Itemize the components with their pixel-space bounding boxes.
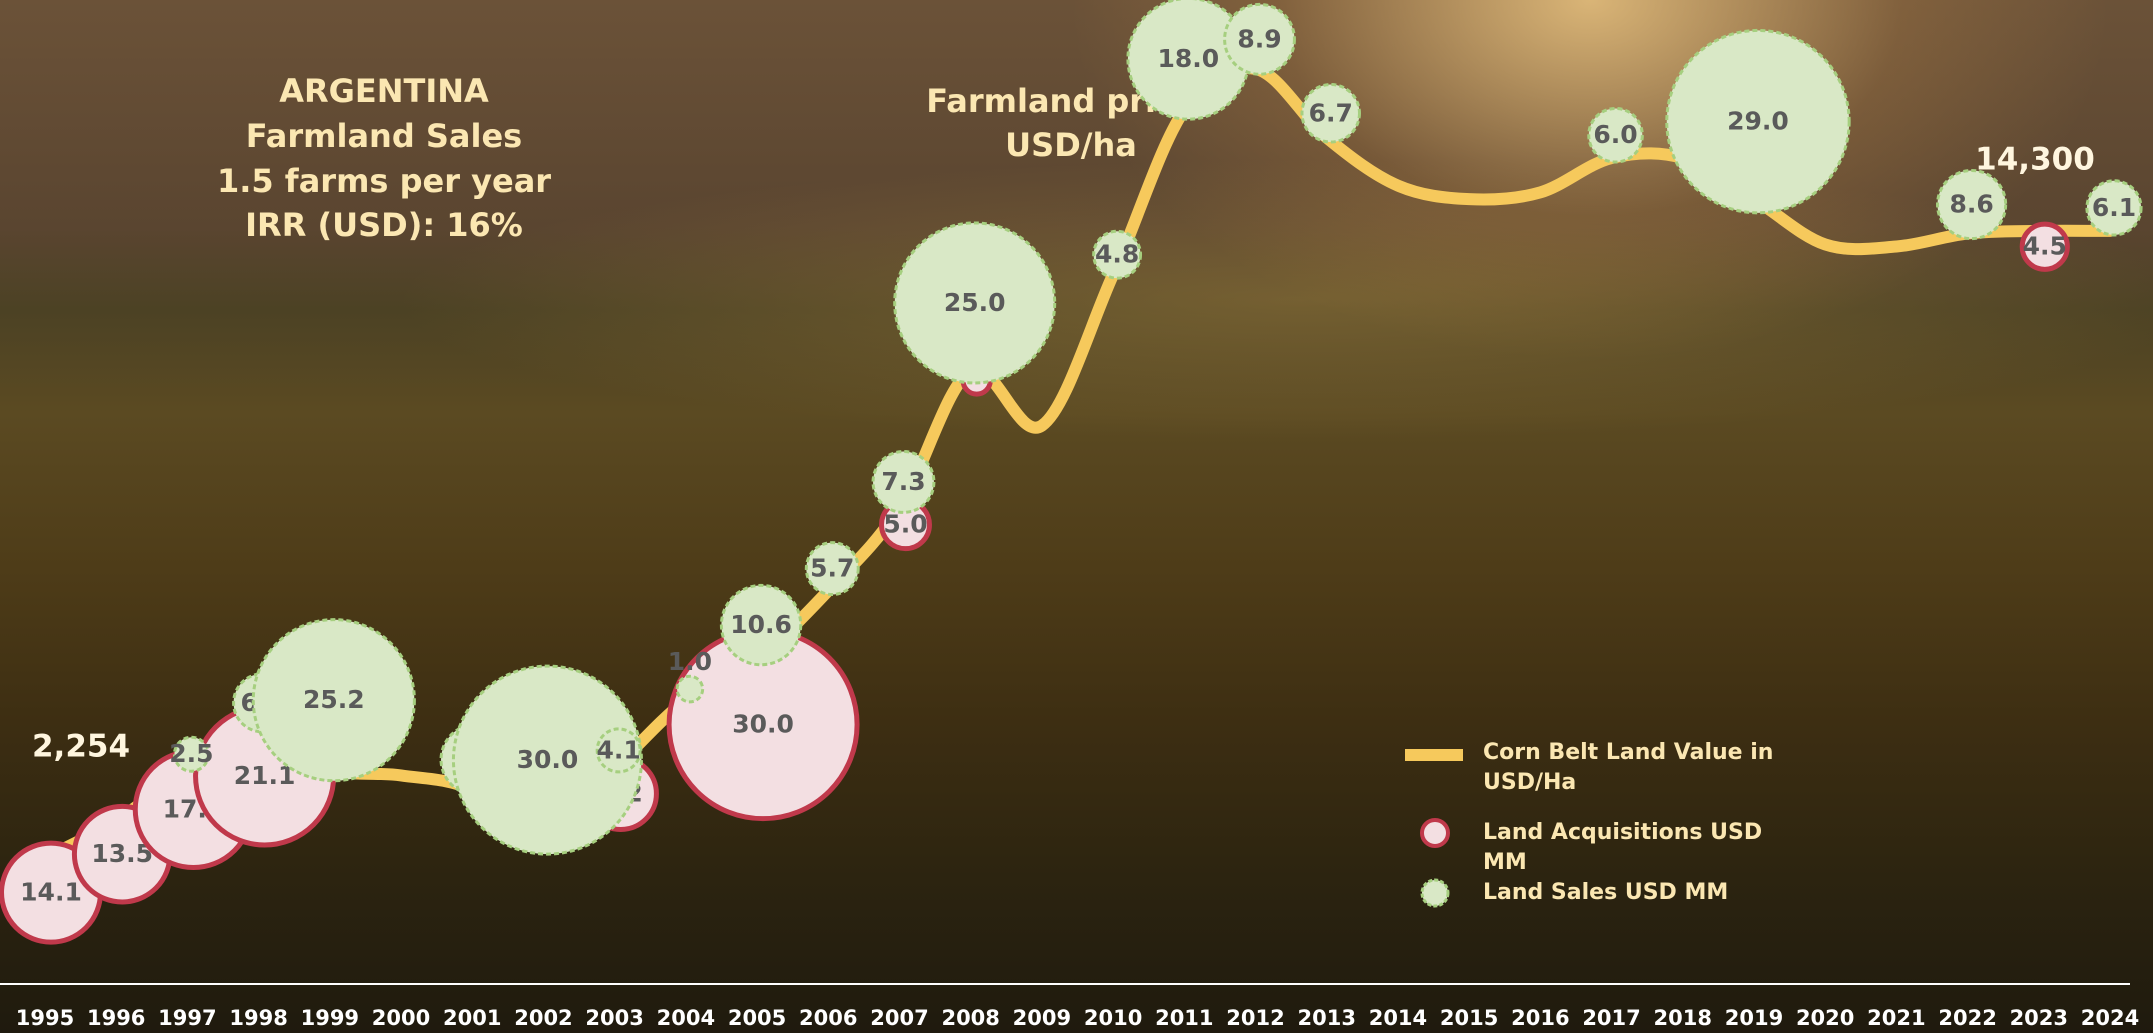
legend-label: Land Acquisitions USD MM	[1483, 818, 1783, 878]
x-tick-label: 2015	[1440, 1006, 1498, 1030]
value-label: 14,300	[1975, 141, 2095, 177]
x-tick-label: 2009	[1013, 1006, 1071, 1030]
x-tick-label: 1997	[158, 1006, 216, 1030]
bubble	[677, 676, 703, 702]
x-tick-label: 1995	[16, 1006, 74, 1030]
bubble-label: 25.0	[944, 288, 1006, 317]
legend-label: Land Sales USD MM	[1483, 878, 1783, 908]
x-tick-label: 2003	[585, 1006, 643, 1030]
bubble-label: 4.5	[2023, 232, 2067, 261]
x-tick-label: 1996	[87, 1006, 145, 1030]
annotation: Farmland Sales	[246, 117, 522, 155]
chart: ARGENTINA Farmland Sales 1.5 farms per y…	[0, 0, 2153, 1033]
x-tick-label: 2020	[1796, 1006, 1854, 1030]
x-tick-label: 2004	[657, 1006, 715, 1030]
annotation: IRR (USD): 16%	[245, 206, 523, 244]
x-tick-label: 2019	[1725, 1006, 1783, 1030]
bubble-label: 6.1	[2092, 193, 2136, 222]
x-tick-label: 2013	[1297, 1006, 1355, 1030]
x-tick-label: 2014	[1369, 1006, 1427, 1030]
bubble-label: 1.0	[668, 647, 712, 676]
chart-canvas: ARGENTINA Farmland Sales 1.5 farms per y…	[0, 0, 2153, 1033]
x-tick-label: 2006	[799, 1006, 857, 1030]
x-tick-label: 2002	[514, 1006, 572, 1030]
x-tick-label: 2000	[372, 1006, 430, 1030]
x-tick-label: 1998	[229, 1006, 287, 1030]
x-tick-label: 2011	[1155, 1006, 1213, 1030]
bubble-label: 2.5	[169, 739, 213, 768]
x-tick-label: 2010	[1084, 1006, 1142, 1030]
legend-swatch	[1422, 820, 1448, 846]
value-label: 2,254	[32, 729, 130, 765]
legend-label: Corn Belt Land Value in USD/Ha	[1483, 738, 1783, 798]
x-tick-label: 2008	[941, 1006, 999, 1030]
bubble-label: 5.0	[883, 510, 927, 539]
x-tick-label: 2022	[1938, 1006, 1996, 1030]
x-tick-label: 2007	[870, 1006, 928, 1030]
bubble-label: 18.0	[1157, 44, 1219, 73]
x-tick-label: 2017	[1582, 1006, 1640, 1030]
x-tick-label: 2021	[1867, 1006, 1925, 1030]
x-tick-label: 2024	[2081, 1006, 2139, 1030]
annotation: ARGENTINA	[279, 72, 489, 110]
bubble-label: 30.0	[732, 710, 794, 739]
bubble-label: 5.7	[810, 554, 854, 583]
x-tick-label: 1999	[301, 1006, 359, 1030]
x-tick-label: 2005	[728, 1006, 786, 1030]
bubble-label: 8.6	[1949, 190, 1993, 219]
x-tick-label: 2018	[1654, 1006, 1712, 1030]
bubble-label: 10.6	[730, 610, 792, 639]
x-tick-label: 2001	[443, 1006, 501, 1030]
x-tick-label: 2023	[2010, 1006, 2068, 1030]
x-tick-label: 2016	[1511, 1006, 1569, 1030]
bubble-label: 6.0	[1593, 120, 1637, 149]
bubble-label: 8.9	[1237, 24, 1281, 53]
bubble-label: 14.1	[20, 878, 82, 907]
x-tick-label: 2012	[1226, 1006, 1284, 1030]
chart-subtitle: USD/ha	[1005, 126, 1137, 164]
bubble-label: 4.1	[597, 735, 641, 764]
bubble-label: 7.3	[881, 467, 925, 496]
legend-swatch	[1422, 880, 1448, 906]
bubble-label: 4.8	[1095, 240, 1139, 269]
bubble-label: 30.0	[517, 745, 579, 774]
annotation: 1.5 farms per year	[217, 162, 551, 200]
bubble-label: 6.7	[1309, 98, 1353, 127]
bubble-label: 25.2	[303, 685, 365, 714]
bubble-label: 29.0	[1727, 107, 1789, 136]
